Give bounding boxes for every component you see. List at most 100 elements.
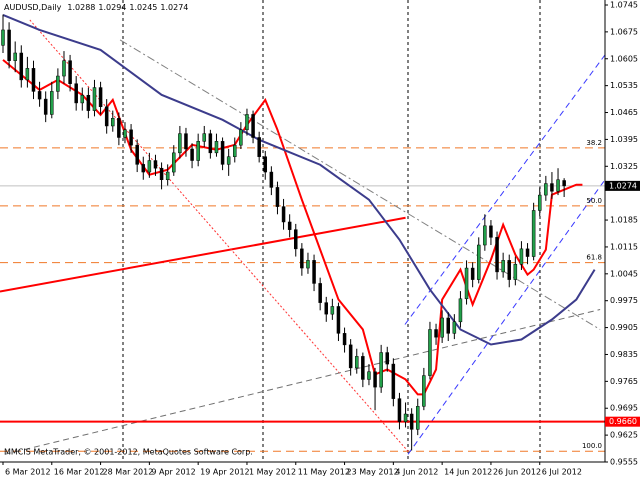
candle-body [312, 260, 316, 284]
level-box [605, 416, 640, 427]
x-tick-label: 11 May 2012 [298, 468, 350, 477]
candle-body [483, 225, 487, 246]
candle-body [56, 75, 60, 92]
moving-average [2, 14, 596, 346]
x-tick-label: 4 Jun 2012 [395, 468, 438, 477]
candle-body [74, 83, 78, 104]
fib-label: 61.8 [586, 254, 602, 262]
x-tick-label: 28 Mar 2012 [103, 468, 154, 477]
candle-body [464, 267, 469, 300]
candle-body [556, 179, 560, 192]
candle-body [25, 68, 30, 81]
candle-body [37, 91, 42, 100]
candle-body [537, 194, 542, 211]
fib-label: 100.0 [582, 442, 602, 450]
candle-body [409, 413, 414, 430]
trendline [29, 19, 409, 452]
candle-body [172, 152, 176, 173]
chart-title: AUDUSD,Daily 1.0288 1.0294 1.0245 1.0274 [4, 3, 188, 12]
candle-body [251, 114, 255, 138]
candle-body [440, 317, 444, 338]
candle-body [202, 133, 207, 142]
candle-body [208, 133, 213, 154]
candle-body [129, 129, 133, 146]
candle-body [123, 129, 127, 138]
plot-area [0, 14, 605, 455]
y-tick-label: 1.0045 [610, 269, 638, 278]
candle-body [330, 306, 335, 315]
candle-body [422, 375, 426, 407]
candle-body [117, 118, 121, 138]
trendline [119, 39, 601, 330]
y-tick-label: 1.0115 [610, 242, 638, 251]
candle-body [214, 141, 219, 154]
candle-body [13, 52, 17, 61]
y-tick-label: 1.0185 [610, 216, 638, 225]
candle-body [135, 144, 139, 165]
candle-body [397, 398, 402, 422]
candle-body [446, 317, 450, 334]
candle-body [391, 363, 396, 399]
candle-body [501, 260, 505, 273]
y-tick-label: 1.0745 [610, 0, 638, 9]
trendline [4, 309, 601, 455]
candle-body [415, 406, 420, 430]
candle-body [403, 413, 408, 422]
y-tick-label: 0.9765 [610, 377, 638, 386]
candle-body [367, 371, 371, 380]
price-box [605, 180, 640, 191]
candle-body [287, 221, 292, 230]
candle-body [147, 160, 152, 173]
candle-body [507, 260, 511, 280]
candle-body [68, 60, 72, 84]
x-tick-label: 19 Apr 2012 [200, 468, 249, 477]
candle-body [165, 171, 170, 180]
y-tick-label: 1.0395 [610, 135, 638, 144]
candle-body [300, 248, 304, 269]
trendline [0, 216, 406, 293]
candle-body [544, 183, 548, 196]
candle-body [489, 225, 493, 238]
candle-body [111, 118, 115, 127]
candle-body [92, 87, 97, 111]
y-tick-label: 1.0535 [610, 81, 638, 90]
y-tick-label: 1.0605 [610, 54, 638, 63]
candle-body [80, 94, 85, 104]
candle-body [245, 114, 249, 131]
candle-body [1, 29, 5, 46]
candle-body [239, 129, 243, 146]
moving-average [2, 59, 583, 396]
candle-body [348, 344, 353, 369]
last-high: 1.0294 [98, 3, 126, 12]
candle-body [434, 329, 438, 338]
candle-body [470, 267, 475, 280]
x-tick-label: 23 May 2012 [347, 468, 399, 477]
candle-body [550, 183, 554, 192]
last-open: 1.0288 [67, 3, 95, 12]
y-tick-label: 0.9555 [610, 458, 638, 467]
candle-body [159, 167, 164, 180]
y-tick-label: 0.9625 [610, 431, 638, 440]
candle-body [281, 206, 286, 223]
y-tick-label: 0.9905 [610, 323, 638, 332]
symbol: AUDUSD,Daily [4, 3, 62, 12]
candle-body [226, 156, 231, 165]
candle-body [562, 180, 566, 187]
candle-body [519, 248, 524, 265]
candle-body [184, 133, 188, 150]
candle-body [318, 283, 322, 303]
y-tick-label: 1.0675 [610, 27, 638, 36]
candle-body [196, 141, 200, 161]
candle-body [324, 302, 329, 315]
candle-body [7, 29, 11, 61]
candle-body [190, 148, 194, 161]
x-tick-label: 16 Mar 2012 [54, 468, 105, 477]
candle-body [220, 141, 225, 165]
y-tick-label: 0.9835 [610, 350, 638, 359]
trendline [404, 54, 605, 325]
candle-body [379, 352, 383, 388]
x-tick-label: 14 Jun 2012 [444, 468, 492, 477]
candle-body [263, 156, 268, 173]
